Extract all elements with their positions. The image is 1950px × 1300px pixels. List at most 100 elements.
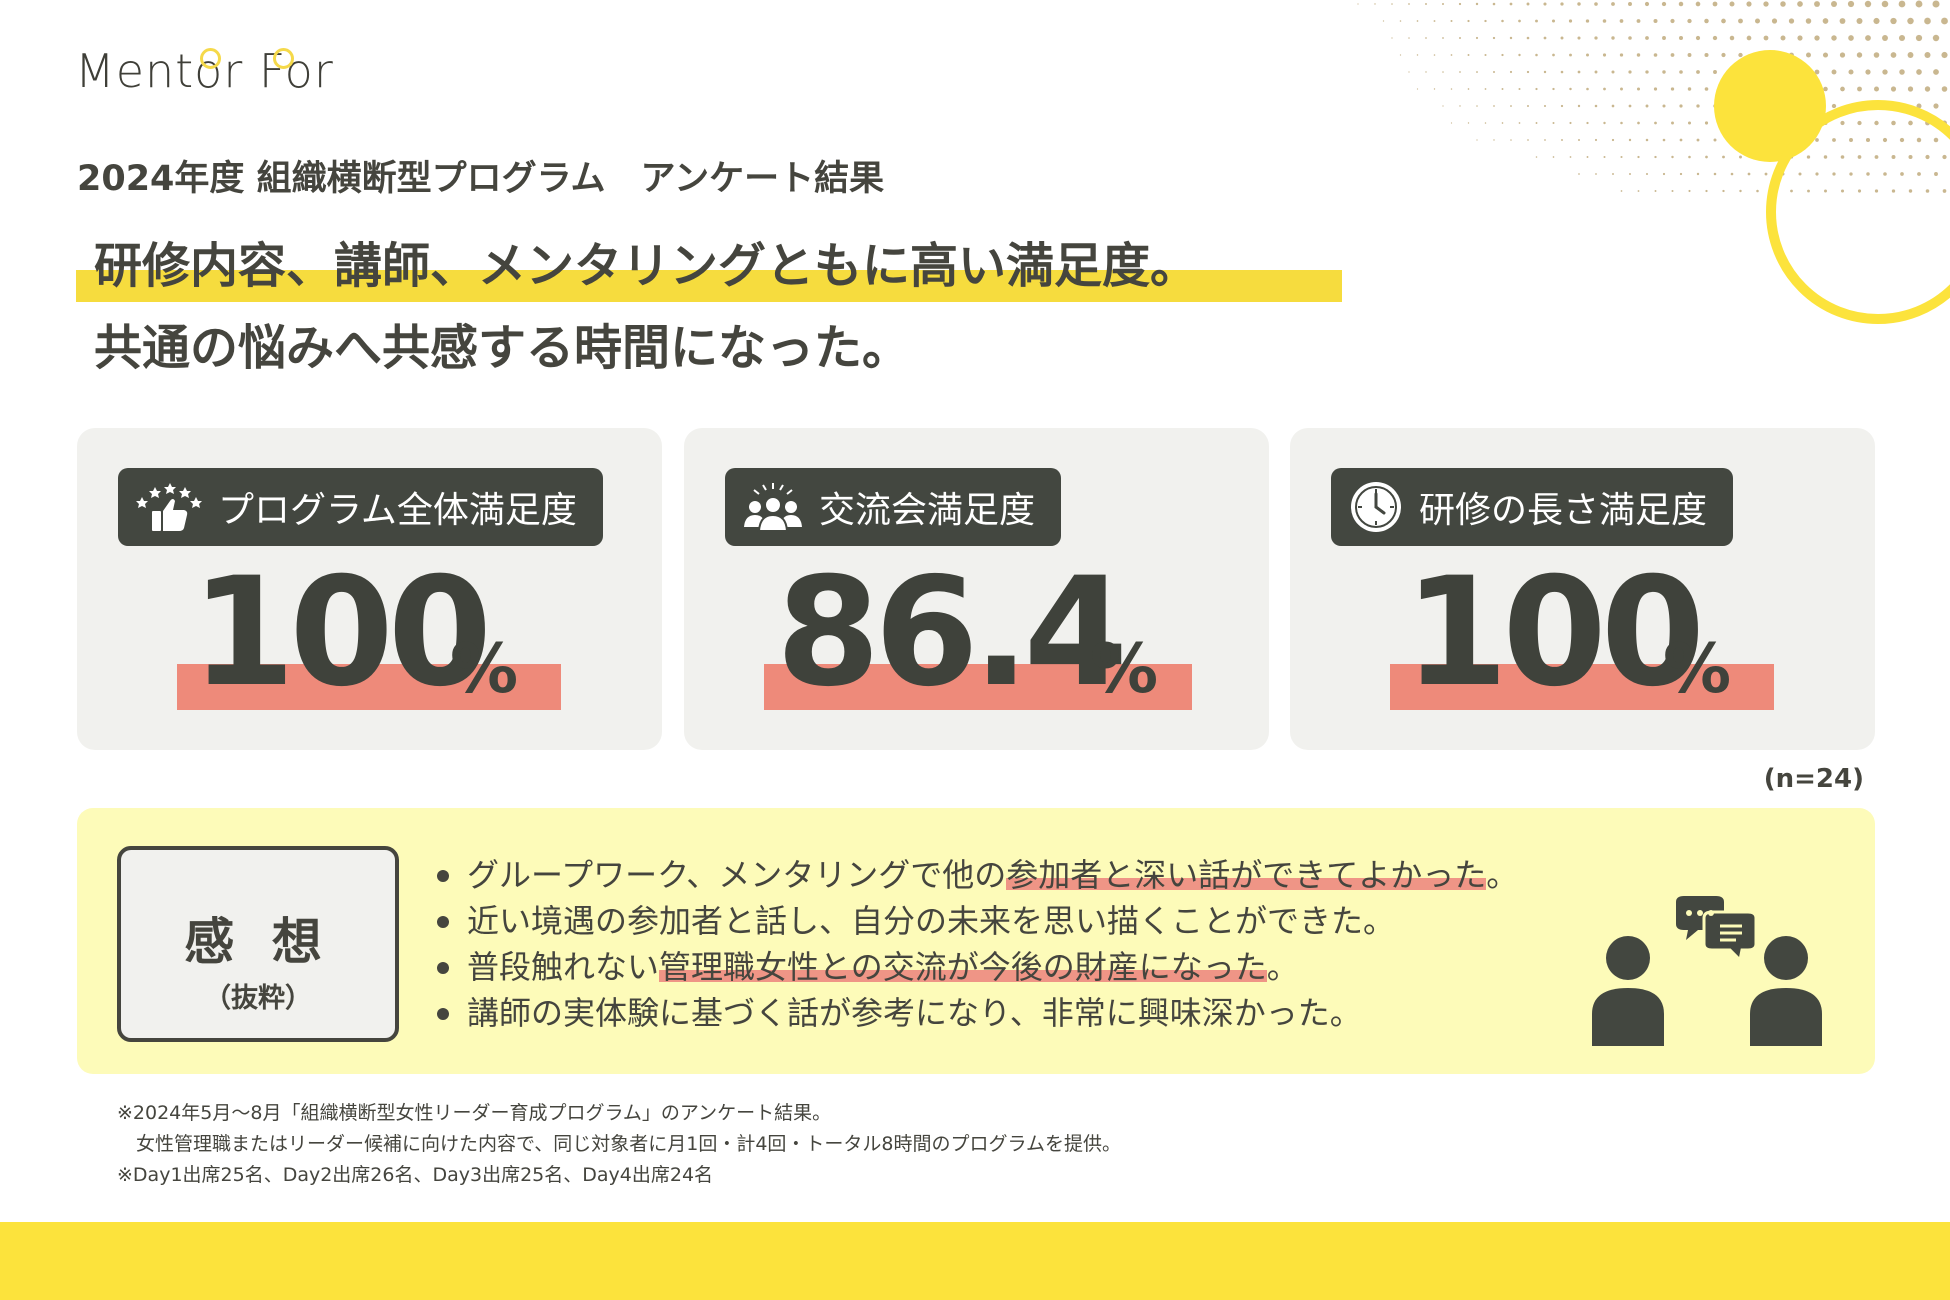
halftone-dot [1830,0,1838,8]
stat-card-length: 研修の長さ満足度 100 % [1290,428,1875,750]
halftone-dot [1569,87,1572,91]
halftone-dot [1900,172,1904,176]
halftone-dot [1602,53,1607,57]
halftone-dot [1552,121,1555,125]
halftone-dot [1416,20,1419,22]
halftone-dot [1832,172,1836,176]
halftone-dot [1662,36,1666,40]
halftone-dot [1848,69,1854,75]
halftone-dot [1399,20,1402,22]
stat-unit: % [450,630,519,709]
halftone-dot [1450,122,1453,124]
halftone-dot [1543,2,1547,6]
halftone-dot [1637,121,1640,125]
halftone-dot [1569,121,1572,125]
halftone-dot [1849,138,1853,142]
halftone-dot [1645,36,1649,40]
halftone-dot [1518,19,1521,23]
halftone-dot [1941,86,1948,92]
halftone-dot [1645,172,1649,176]
halftone-dot [1552,87,1555,91]
halftone-dot [1712,1,1718,7]
halftone-dot [1382,20,1385,22]
halftone-dot [1942,189,1947,193]
halftone-dot [1603,155,1606,159]
clock-icon [1351,482,1401,532]
stat-label-badge: プログラム全体満足度 [118,468,603,546]
halftone-dot [1696,70,1700,74]
halftone-dot [1569,53,1572,57]
halftone-dot [1509,2,1513,6]
halftone-dot [1941,51,1948,59]
halftone-dot [1602,19,1607,23]
halftone-dot [1687,18,1692,24]
halftone-dot [1678,1,1684,7]
halftone-dot [1933,137,1939,143]
halftone-dot [1908,189,1913,193]
halftone-dot [1908,120,1913,126]
halftone-dot [1560,104,1564,108]
halftone-dot [1873,52,1880,58]
halftone-dot [1636,53,1641,57]
halftone-dot [1543,70,1547,74]
halftone-dot [1932,0,1940,8]
halftone-dot [1890,86,1897,92]
halftone-dot [1848,35,1854,41]
impressions-subtitle: （抜粋） [204,983,312,1014]
stat-value: 86.4 [776,546,1128,720]
halftone-dot [1662,172,1666,176]
halftone-dot [1806,52,1811,58]
halftone-dot [1891,120,1896,126]
halftone-dot [1654,155,1657,159]
halftone-dot [1620,87,1623,91]
halftone-dot [1814,69,1820,75]
halftone-dot [1713,172,1717,176]
halftone-dot [1586,53,1589,57]
halftone-dot [1670,18,1675,24]
halftone-dot [1771,18,1778,24]
halftone-dot [1620,121,1623,125]
halftone-dot [1442,105,1444,107]
logo-ring-icon [200,48,221,69]
halftone-dot [1831,35,1837,41]
halftone-dot [1467,19,1470,23]
halftone-dot [1433,20,1436,22]
halftone-dot [1620,190,1623,192]
halftone-dot [1535,19,1538,23]
halftone-dot [1458,2,1462,6]
halftone-dot [1899,69,1905,75]
halftone-dot [1671,189,1674,193]
halftone-dot [1849,172,1853,176]
halftone-dot [1425,3,1427,5]
list-item: グループワーク、メンタリングで他の参加者と深い話ができてよかった。 [437,852,1518,898]
halftone-dot [1729,35,1735,41]
halftone-dot [1492,36,1496,40]
halftone-dot [1629,173,1631,175]
halftone-dot [1636,87,1641,91]
halftone-dot [1688,155,1691,159]
halftone-dot [1738,18,1743,24]
halftone-dot [1883,172,1887,176]
halftone-dot [1577,70,1581,74]
halftone-dot [1577,2,1581,6]
halftone-dot [1603,121,1606,125]
footnote-line: ※2024年5月〜8月「組織横断型女性リーダー育成プログラム」のアンケート結果。 [117,1102,832,1124]
halftone-dot [1729,1,1735,7]
halftone-dot [1357,3,1359,5]
halftone-dot [1780,1,1786,7]
halftone-dot [1595,173,1597,175]
two-people-chat-icon [1592,896,1822,1046]
halftone-dot [1695,1,1701,7]
halftone-dot [1856,52,1863,58]
halftone-dot [1416,88,1419,90]
halftone-dot [1594,104,1598,108]
halftone-dot [1746,35,1752,41]
halftone-dot [1578,173,1580,175]
yellow-filled-circle [1714,50,1826,162]
halftone-dot [1705,155,1708,159]
halftone-dot [1645,138,1649,142]
halftone-dot [1874,189,1879,193]
halftone-dot [1645,104,1649,108]
impressions-title: 感 想 [184,913,332,971]
halftone-dot [1721,52,1726,58]
